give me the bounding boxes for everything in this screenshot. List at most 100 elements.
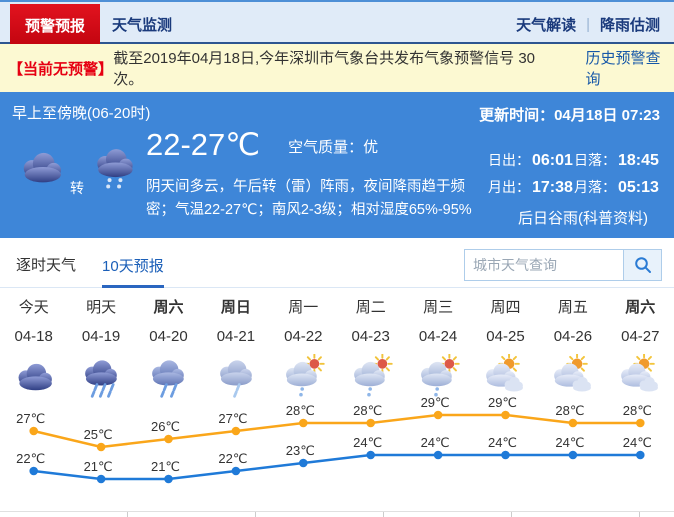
forecast-day: 周六 04-27: [607, 296, 674, 398]
day-name: 周六: [153, 299, 184, 316]
top-tab-weather-monitor[interactable]: 天气监测: [112, 16, 173, 34]
partly-cloudy-icon: [539, 354, 606, 398]
forecast-day: 周六 04-20: [135, 296, 202, 398]
festival-link[interactable]: 后日谷雨(科普资料): [518, 210, 648, 227]
astro-times: 日出： 06:01 日落： 18:45 月出： 17:38 月落： 05:13: [488, 150, 660, 197]
current-weather-panel: 早上至傍晚(06-20时) 转 22-27℃ 空气质量：优 阴天间多云，午后转（…: [0, 92, 674, 238]
svg-text:27℃: 27℃: [218, 411, 247, 426]
light-rain-icon: [202, 354, 269, 398]
forecast-grid: 今天 04-18 明天 04-19 周六 04-20 周日 04-21 周一 04-22 周二 04-…: [0, 296, 674, 398]
update-time: 更新时间：04月18日 07:23: [479, 104, 660, 125]
overcast-icon: [12, 142, 70, 191]
day-name: 明天: [86, 299, 117, 316]
forecast-day: 周三 04-24: [404, 296, 471, 398]
sunrise: 日出： 06:01: [488, 150, 574, 170]
sunrise-value: 06:01: [532, 152, 573, 169]
overcast-icon: [0, 354, 67, 398]
search-icon: [634, 257, 651, 273]
partly-cloudy-icon: [607, 354, 674, 398]
top-tab-warning-forecast[interactable]: 预警预报: [10, 4, 100, 46]
day-date: 04-26: [553, 328, 593, 345]
sun-shower-icon: [270, 354, 337, 398]
sunset-label: 日落：: [574, 152, 616, 168]
air-quality-value: 优: [363, 139, 379, 156]
forecast-day: 今天 04-18: [0, 296, 67, 398]
svg-text:24℃: 24℃: [353, 435, 382, 450]
alert-badge: 【当前无预警】: [8, 60, 114, 78]
svg-text:23℃: 23℃: [286, 443, 315, 458]
day-date: 04-22: [284, 328, 323, 345]
moonrise-label: 月出：: [488, 179, 530, 195]
svg-text:24℃: 24℃: [555, 435, 584, 450]
svg-text:28℃: 28℃: [623, 403, 652, 418]
search-input[interactable]: [464, 249, 624, 281]
day-name: 周五: [557, 299, 588, 316]
svg-text:27℃: 27℃: [16, 411, 45, 426]
tab-hourly-weather[interactable]: 逐时天气: [16, 257, 77, 274]
forecast-day: 周四 04-25: [472, 296, 539, 398]
day-date: 04-19: [81, 328, 121, 345]
forecast-day: 周一 04-22: [270, 296, 337, 398]
alert-text: 截至2019年04月18日,今年深圳市气象台共发布气象预警信号 30 次。: [113, 50, 536, 88]
history-warning-link[interactable]: 历史预警查询: [585, 50, 661, 88]
top-links: 天气解读 | 降雨估测: [516, 4, 660, 44]
rain-icon: [86, 142, 144, 191]
svg-text:21℃: 21℃: [84, 459, 113, 474]
moonset-value: 05:13: [618, 179, 659, 196]
svg-text:25℃: 25℃: [84, 427, 113, 442]
weather-description: 阴天间多云，午后转（雷）阵雨，夜间降雨趋于频密；气温22-27℃；南风2-3级；…: [146, 179, 472, 218]
day-date: 04-20: [149, 328, 188, 345]
svg-text:28℃: 28℃: [555, 403, 584, 418]
low-temp-line: [33, 453, 641, 481]
sunset-value: 18:45: [618, 152, 659, 169]
day-name: 周六: [625, 299, 656, 316]
day-date: 04-25: [486, 328, 525, 345]
sun-shower-icon: [337, 354, 404, 398]
svg-text:24℃: 24℃: [488, 435, 517, 450]
temperature-chart: 27℃25℃26℃27℃28℃ 28℃29℃ 29℃28℃ 28℃22℃21℃ 21℃2…: [16, 395, 652, 484]
partly-cloudy-icon: [472, 354, 539, 398]
svg-text:24℃: 24℃: [421, 435, 450, 450]
rain-icon: [135, 354, 202, 398]
day-date: 04-23: [351, 328, 390, 345]
current-weather-icons: 转: [12, 142, 144, 198]
day-date: 04-27: [621, 328, 660, 345]
day-name: 周二: [355, 299, 386, 316]
svg-text:28℃: 28℃: [286, 403, 315, 418]
sunrise-label: 日出：: [488, 152, 530, 168]
tab-ten-day-forecast[interactable]: 10天预报: [102, 255, 164, 288]
day-date: 04-18: [14, 328, 53, 345]
air-quality-label: 空气质量：: [288, 139, 364, 156]
moonrise: 月出： 17:38: [488, 177, 574, 197]
moonset-label: 月落：: [574, 179, 616, 195]
heavy-rain-icon: [67, 354, 134, 398]
panel-right-column: 更新时间：04月18日 07:23 日出： 06:01 日落： 18:45 月出： 1…: [479, 92, 660, 238]
day-name: 周四: [490, 299, 521, 316]
day-date: 04-24: [418, 328, 458, 345]
svg-text:28℃: 28℃: [353, 403, 382, 418]
sunset: 日落： 18:45: [574, 150, 660, 170]
period-title: 早上至傍晚(06-20时): [12, 105, 151, 122]
moonrise-value: 17:38: [532, 179, 573, 196]
svg-text:26℃: 26℃: [151, 419, 180, 434]
day-name: 周一: [288, 299, 319, 316]
sun-shower-icon: [404, 354, 471, 398]
high-temp-line: [33, 413, 641, 449]
forecast-day: 明天 04-19: [67, 296, 134, 398]
alert-bar: 【当前无预警】 截至2019年04月18日,今年深圳市气象台共发布气象预警信号 …: [0, 44, 674, 92]
svg-text:22℃: 22℃: [16, 451, 45, 466]
link-separator: |: [586, 15, 590, 33]
current-main: 22-27℃ 空气质量：优: [146, 128, 378, 162]
day-name: 今天: [18, 299, 49, 316]
rainfall-estimate-link[interactable]: 降雨估测: [599, 16, 660, 34]
temperature-range: 22-27℃: [146, 127, 261, 162]
forecast-day: 周日 04-21: [202, 296, 269, 398]
city-search: [464, 249, 662, 281]
day-name: 周日: [220, 299, 251, 316]
svg-text:21℃: 21℃: [151, 459, 180, 474]
forecast-day: 周二 04-23: [337, 296, 404, 398]
search-button[interactable]: [624, 249, 662, 281]
air-quality: 空气质量：优: [288, 136, 378, 162]
weather-interpretation-link[interactable]: 天气解读: [516, 16, 577, 34]
